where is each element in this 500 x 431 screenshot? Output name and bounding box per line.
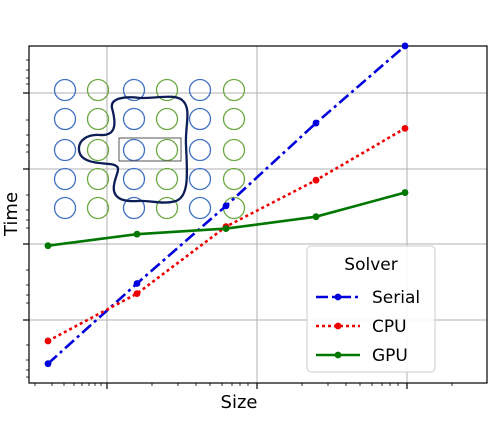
axis-ticks (23, 59, 453, 389)
legend-entries: Serial CPU GPU (316, 288, 420, 366)
inset-circle-3-0 (155, 78, 179, 102)
data-point-gpu-2 (222, 225, 230, 232)
legend-label-cpu: CPU (372, 317, 407, 337)
inset-circle-2-2 (122, 138, 146, 162)
data-point-gpu-3 (312, 213, 320, 221)
legend: Solver Serial CPU GPU (306, 245, 436, 373)
data-point-serial-3 (312, 119, 320, 127)
inset-circle-5-2 (222, 138, 246, 162)
inset-circle-3-2 (155, 138, 179, 162)
inset-circle-1-4 (86, 196, 110, 220)
grid-lines (29, 46, 487, 383)
inset-circle-2-1 (122, 107, 146, 131)
inset-blob-outline (77, 95, 189, 204)
data-point-serial-2 (222, 202, 230, 210)
data-point-serial-4 (401, 42, 409, 50)
inset-circle-0-3 (53, 167, 77, 191)
inset-illustration (53, 78, 246, 220)
inset-circle-4-4 (188, 196, 212, 220)
inset-circle-3-4 (155, 196, 179, 220)
inset-circle-1-0 (86, 78, 110, 102)
inset-circle-4-2 (188, 138, 212, 162)
inset-circle-0-0 (53, 78, 77, 102)
legend-marker-serial (334, 293, 342, 301)
inset-circle-5-3 (222, 167, 246, 191)
inset-circle-1-2 (86, 138, 110, 162)
inset-circle-5-0 (222, 78, 246, 102)
data-point-gpu-4 (401, 189, 409, 196)
plot-frame (28, 45, 488, 384)
data-point-cpu-0 (44, 337, 52, 345)
legend-title: Solver (344, 255, 397, 275)
inset-circle-3-1 (155, 107, 179, 131)
inset-circle-1-3 (86, 167, 110, 191)
data-point-cpu-3 (312, 176, 320, 184)
y-axis-label: Time (1, 192, 22, 237)
data-point-gpu-0 (44, 242, 52, 250)
inset-circle-3-3 (155, 167, 179, 191)
legend-label-gpu: GPU (372, 346, 408, 366)
inset-circle-2-4 (122, 196, 146, 220)
series-group (44, 42, 409, 368)
inset-circle-4-0 (188, 78, 212, 102)
inset-circle-4-3 (188, 167, 212, 191)
data-point-cpu-1 (133, 290, 141, 298)
data-point-serial-0 (44, 360, 52, 368)
inset-rectangle (118, 137, 182, 162)
legend-marker-gpu (334, 351, 342, 359)
inset-circle-4-1 (188, 107, 212, 131)
x-axis-label: Size (221, 392, 258, 413)
inset-circle-2-3 (122, 167, 146, 191)
inset-circle-5-1 (222, 107, 246, 131)
inset-circle-0-1 (53, 107, 77, 131)
legend-box (306, 245, 436, 373)
inset-circle-1-1 (86, 107, 110, 131)
inset-circle-0-4 (53, 196, 77, 220)
legend-label-serial: Serial (372, 288, 420, 308)
data-point-gpu-1 (133, 230, 141, 238)
inset-circle-2-0 (122, 78, 146, 102)
legend-marker-cpu (334, 322, 342, 330)
data-point-cpu-4 (401, 124, 409, 132)
inset-circle-0-2 (53, 138, 77, 162)
data-point-serial-1 (133, 280, 141, 287)
